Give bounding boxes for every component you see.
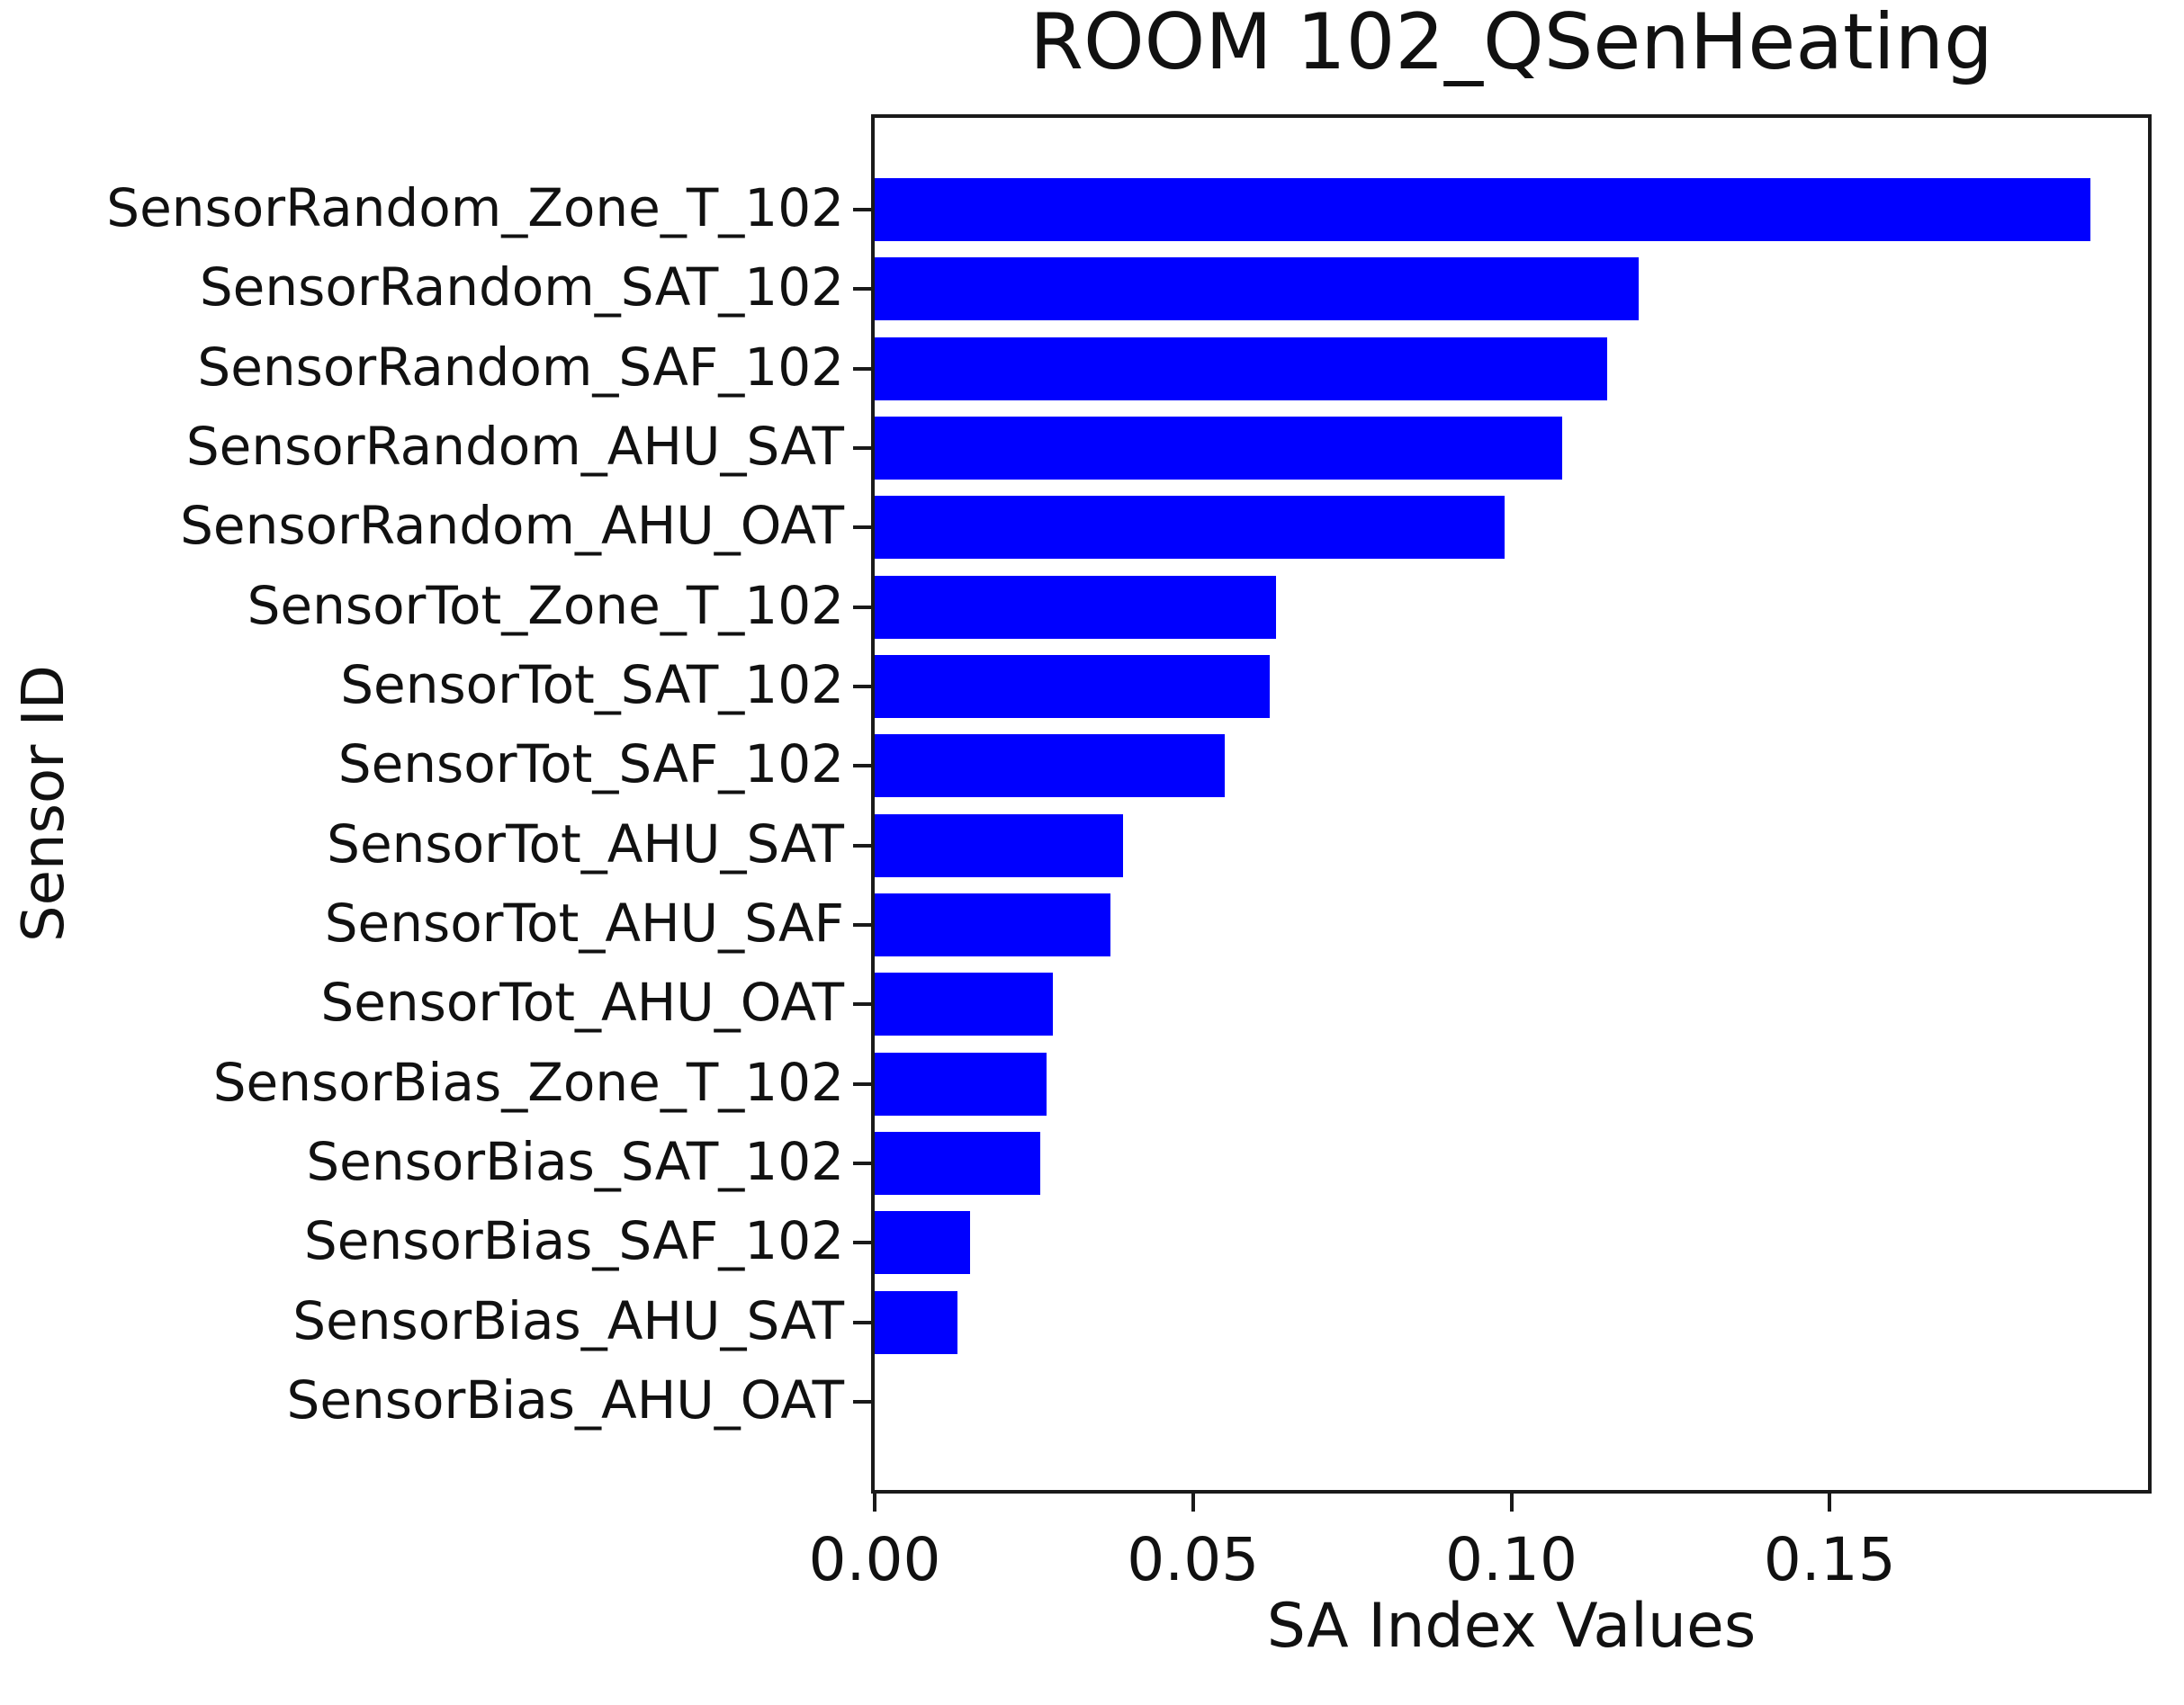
bar-SensorTot_AHU_OAT [875,973,1054,1036]
bar-SensorRandom_AHU_OAT [875,496,1505,560]
y-tick-label: SensorBias_AHU_SAT [292,1289,844,1351]
y-tick-mark [853,764,871,768]
y-tick-label: SensorTot_AHU_SAF [324,892,844,954]
bar-SensorRandom_SAT_102 [875,257,1639,321]
y-tick-label: SensorRandom_AHU_SAT [185,415,844,477]
y-tick-label: SensorTot_SAT_102 [340,653,844,715]
y-tick-label: SensorRandom_SAT_102 [199,256,844,319]
y-tick-label: SensorTot_AHU_SAT [327,812,844,875]
x-axis-label: SA Index Values [1266,1591,1757,1662]
y-tick-mark [853,1161,871,1165]
y-tick-mark [853,605,871,609]
y-tick-mark [853,445,871,450]
y-tick-mark [853,1399,871,1404]
y-tick-mark [853,525,871,530]
x-tick-mark [1191,1494,1195,1512]
bar-SensorTot_SAT_102 [875,654,1270,718]
bar-SensorRandom_Zone_T_102 [875,178,2091,241]
x-tick-label: 0.10 [1445,1525,1577,1594]
y-tick-mark [853,922,871,927]
y-tick-mark [853,1320,871,1324]
y-tick-mark [853,1081,871,1086]
y-tick-label: SensorRandom_SAF_102 [197,336,844,398]
y-tick-label: SensorBias_Zone_T_102 [212,1051,844,1113]
bar-SensorTot_SAF_102 [875,734,1226,798]
bar-SensorTot_AHU_SAT [875,813,1123,877]
y-tick-mark [853,1002,871,1007]
y-tick-mark [853,1241,871,1245]
y-tick-mark [853,366,871,371]
y-tick-label: SensorBias_SAT_102 [306,1130,844,1192]
x-tick-mark [1828,1494,1832,1512]
bar-SensorRandom_AHU_SAT [875,416,1563,480]
y-tick-mark [853,208,871,211]
bar-SensorRandom_SAF_102 [875,337,1607,400]
x-tick-mark [1509,1494,1514,1512]
x-tick-mark [873,1494,876,1512]
bar-SensorBias_AHU_SAT [875,1290,957,1354]
y-tick-label: SensorRandom_AHU_OAT [180,495,844,557]
y-tick-label: SensorTot_AHU_OAT [320,972,844,1034]
y-tick-mark [853,843,871,848]
y-tick-mark [853,684,871,688]
y-tick-label: SensorRandom_Zone_T_102 [106,177,844,238]
bar-SensorTot_Zone_T_102 [875,575,1276,639]
bar-SensorTot_AHU_SAF [875,893,1110,956]
y-tick-label: SensorBias_SAF_102 [303,1210,844,1272]
bar-SensorBias_Zone_T_102 [875,1052,1047,1116]
chart-title: ROOM 102_QSenHeating [1029,0,1993,87]
x-tick-label: 0.00 [808,1525,941,1594]
x-tick-label: 0.05 [1127,1525,1260,1594]
y-tick-label: SensorBias_AHU_OAT [286,1368,844,1431]
x-tick-label: 0.15 [1763,1525,1896,1594]
y-tick-mark [853,287,871,292]
bar-SensorBias_SAT_102 [875,1131,1040,1195]
bar-SensorBias_SAF_102 [875,1211,971,1275]
plot-area [871,114,2152,1494]
y-tick-label: SensorTot_Zone_T_102 [247,574,844,636]
y-tick-label: SensorTot_SAF_102 [337,733,844,795]
